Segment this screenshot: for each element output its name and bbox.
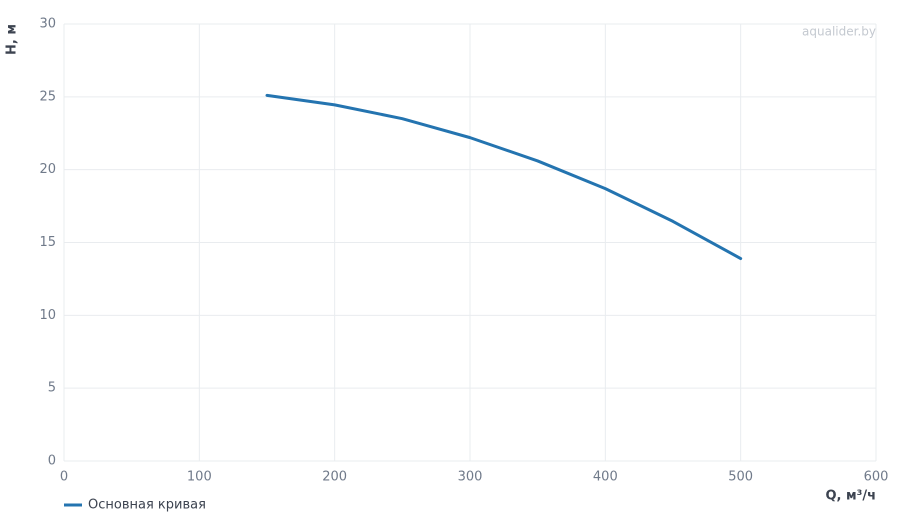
x-tick-label: 400 (593, 470, 618, 485)
x-tick-label: 100 (187, 470, 212, 485)
y-tick-label: 5 (48, 381, 56, 396)
watermark: aqualider.by (802, 25, 876, 39)
x-tick-label: 0 (60, 470, 68, 485)
y-tick-label: 25 (39, 89, 56, 104)
y-tick-label: 15 (39, 235, 56, 250)
legend-label: Основная кривая (88, 498, 206, 513)
x-tick-label: 500 (728, 470, 753, 485)
y-tick-label: 10 (39, 308, 56, 323)
line-series (265, 93, 743, 261)
x-tick-label: 200 (322, 470, 347, 485)
x-tick-label: 300 (458, 470, 483, 485)
x-tick-label: 600 (864, 470, 889, 485)
y-axis-title: H, м (5, 24, 20, 55)
x-axis-title: Q, м³/ч (825, 489, 876, 504)
y-tick-label: 0 (48, 454, 56, 469)
y-tick-label: 20 (39, 162, 56, 177)
y-tick-label: 30 (39, 17, 56, 32)
